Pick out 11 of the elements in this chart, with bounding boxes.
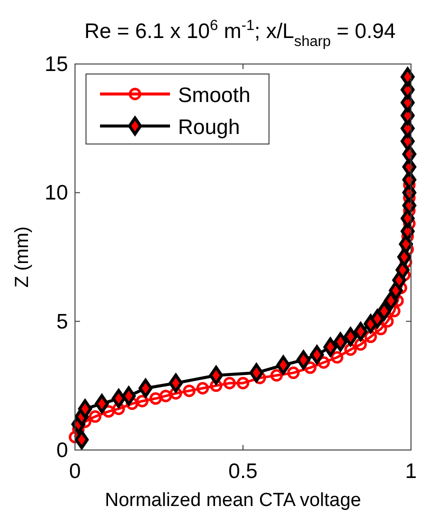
x-tick-label: 0.5 — [228, 460, 258, 483]
legend-label: Rough — [178, 116, 240, 139]
y-tick-label: 5 — [56, 310, 68, 334]
y-tick-label: 15 — [44, 53, 68, 76]
x-tick-label: 1 — [405, 460, 417, 483]
chart-title: Re = 6.1 x 10$^{6}$ m$^{-1}$; x/L$_{sharp}$ = 0.94 — [84, 18, 396, 50]
x-axis-title: Normalized mean CTA voltage — [104, 490, 362, 511]
legend-label: Smooth — [178, 84, 250, 107]
y-tick-label: 10 — [44, 182, 68, 205]
y-tick-label: 0 — [56, 439, 68, 462]
y-axis-title: Z (mm) — [12, 226, 33, 288]
